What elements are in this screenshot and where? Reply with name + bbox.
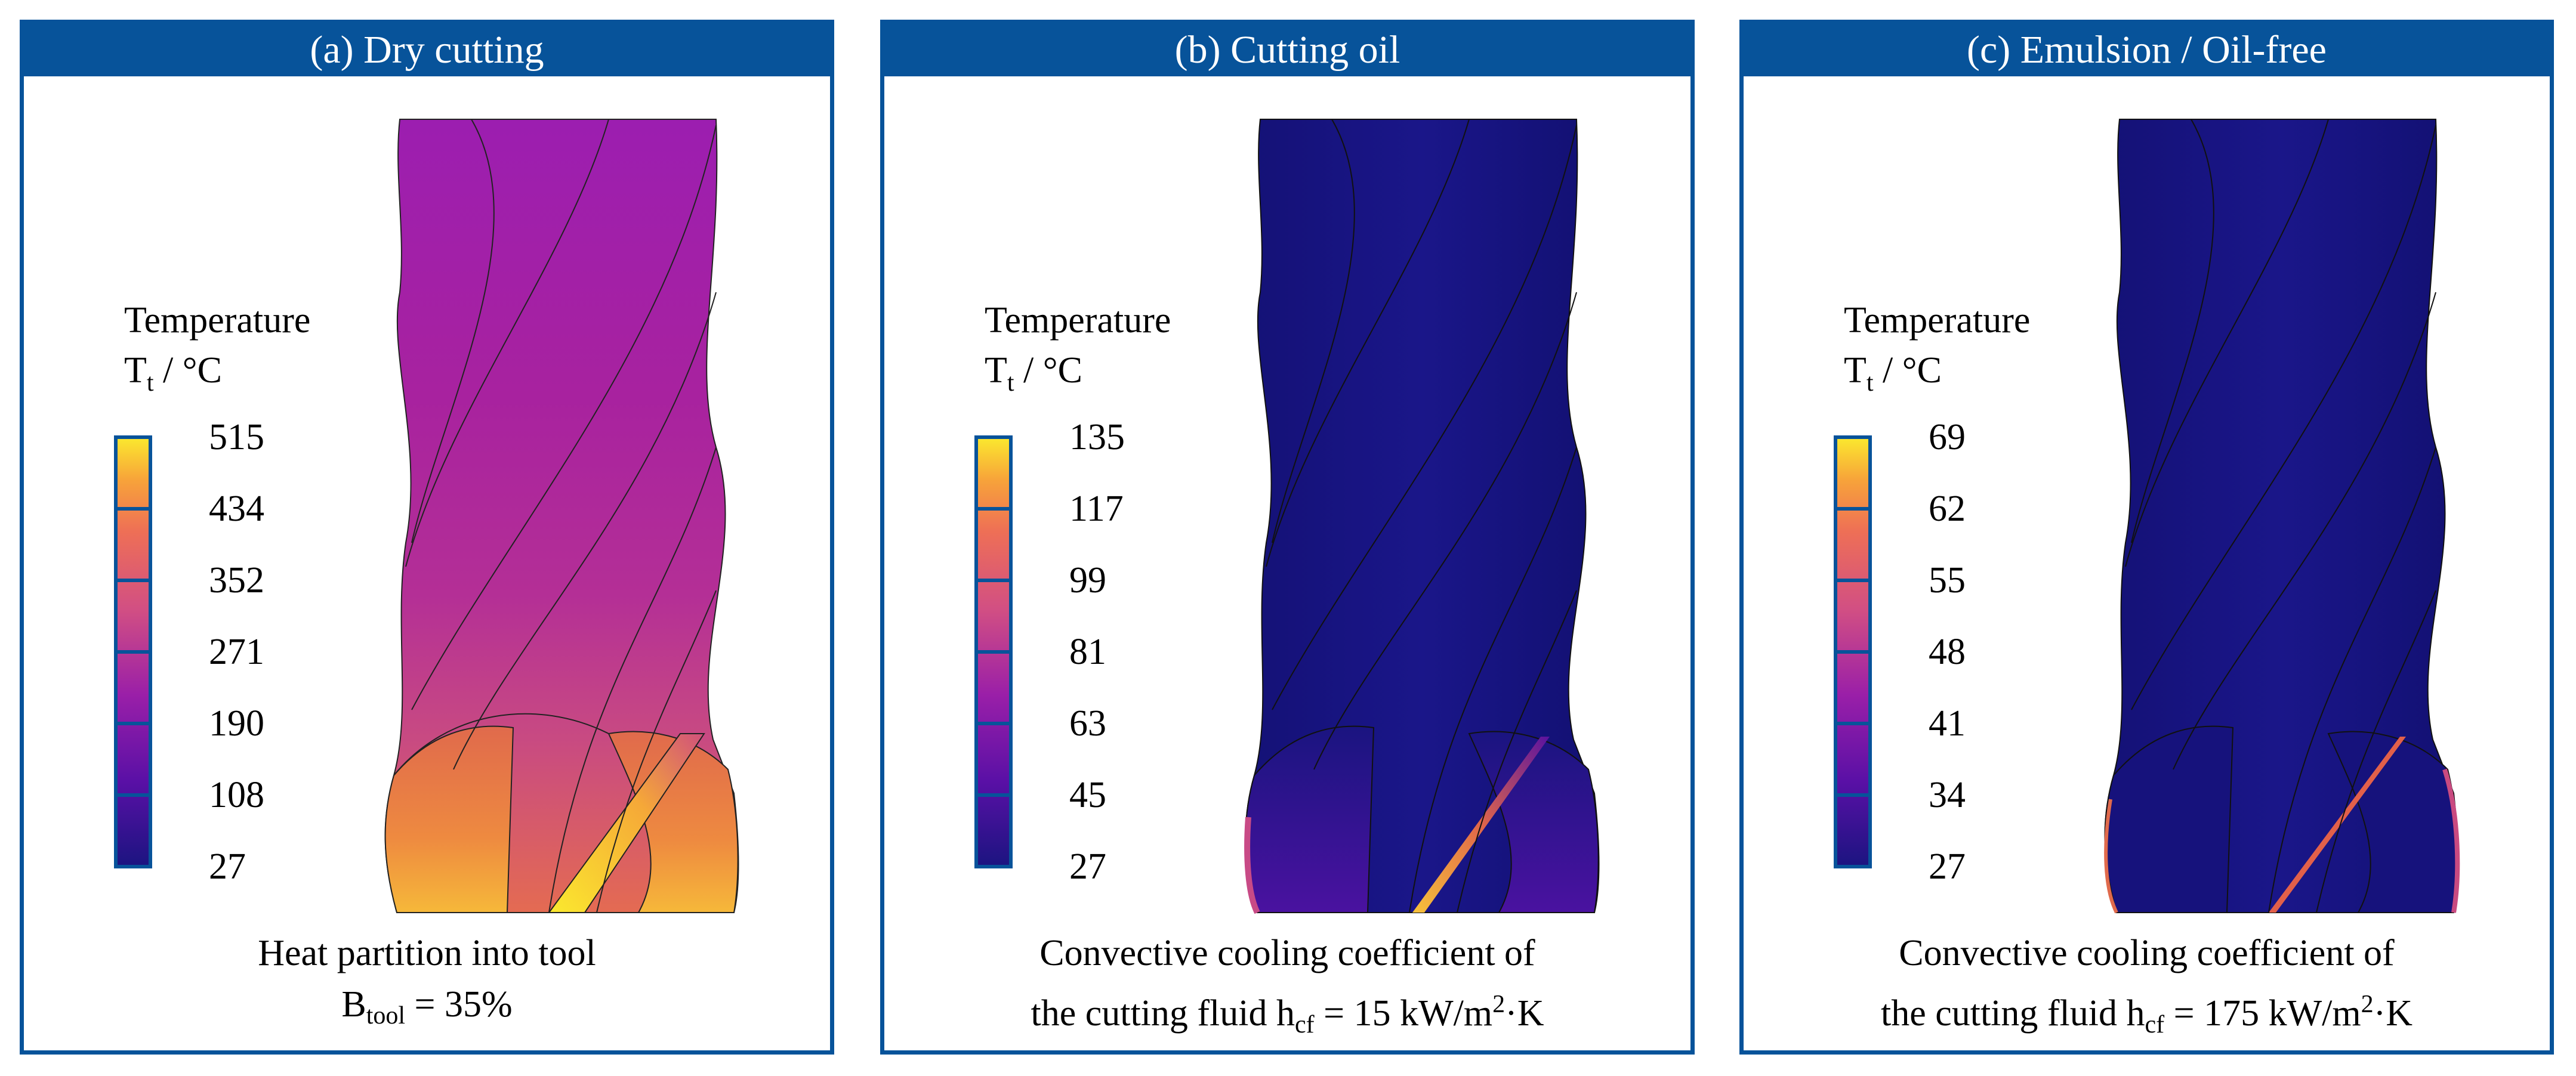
panel-caption: Convective cooling coefficient of the cu… (1744, 927, 2550, 1050)
legend-title: Temperature Tt / °C (985, 295, 1171, 408)
caption-line-1: Convective cooling coefficient of (1039, 933, 1535, 973)
caption-subscript: cf (1295, 1011, 1315, 1038)
caption-value: = 175 kW/m (2164, 993, 2361, 1034)
caption-line-1: Convective cooling coefficient of (1899, 933, 2395, 973)
legend-unit: / °C (1873, 350, 1942, 391)
caption-subscript: cf (2145, 1011, 2165, 1038)
scale-tick-label: 271 (209, 632, 264, 672)
scale-tick-label: 27 (1069, 846, 1106, 887)
color-scale-bar (974, 435, 1013, 868)
scale-tick-label: 434 (209, 488, 264, 529)
caption-prefix: the cutting fluid h (1880, 993, 2145, 1034)
legend-title: Temperature Tt / °C (124, 295, 310, 408)
legend-title-text: Temperature (985, 300, 1171, 341)
legend-symbol: T (985, 350, 1007, 391)
caption-superscript: 2 (1492, 991, 1506, 1018)
caption-subscript: tool (366, 1002, 406, 1029)
caption-prefix: the cutting fluid h (1031, 993, 1295, 1034)
scale-tick-label: 34 (1929, 775, 1966, 815)
legend-unit: / °C (153, 350, 222, 391)
scale-ticks (1835, 507, 1870, 797)
scale-tick-label: 69 (1929, 417, 1966, 457)
panel-dry-cutting: (a) Dry cutting Temperature Tt / °C 515 … (20, 20, 834, 1055)
scale-tick-label: 81 (1069, 632, 1106, 672)
legend-symbol-line: Tt / °C (985, 345, 1171, 408)
scale-tick-label: 27 (1929, 846, 1966, 887)
panel-caption: Convective cooling coefficient of the cu… (884, 927, 1690, 1050)
scale-tick-label: 108 (209, 775, 264, 815)
panel-caption: Heat partition into tool Btool = 35% (24, 927, 830, 1041)
panel-title: (a) Dry cutting (24, 24, 830, 76)
scale-tick-label: 63 (1069, 703, 1106, 744)
drill-temperature-map-dry (384, 119, 739, 913)
legend-symbol-subscript: t (146, 369, 154, 397)
panel-emulsion-oil-free: (c) Emulsion / Oil-free Temperature Tt /… (1739, 20, 2554, 1055)
legend-unit: / °C (1014, 350, 1082, 391)
legend-symbol-subscript: t (1866, 369, 1874, 397)
legend-symbol: T (1844, 350, 1867, 391)
scale-tick-label: 55 (1929, 560, 1966, 601)
scale-tick-label: 352 (209, 560, 264, 601)
legend-symbol-line: Tt / °C (124, 345, 310, 408)
scale-ticks (976, 507, 1011, 797)
scale-ticks (116, 507, 150, 797)
color-scale-bar (1834, 435, 1872, 868)
scale-tick-label: 41 (1929, 703, 1966, 744)
legend-symbol: T (124, 350, 147, 391)
scale-tick-label: 99 (1069, 560, 1106, 601)
caption-symbol: B (341, 984, 366, 1025)
legend-title: Temperature Tt / °C (1844, 295, 2030, 408)
caption-suffix: ·K (1505, 993, 1544, 1034)
legend-symbol-subscript: t (1007, 369, 1014, 397)
scale-tick-label: 515 (209, 417, 264, 457)
scale-tick-label: 135 (1069, 417, 1125, 457)
caption-line-2: Btool = 35% (24, 979, 830, 1041)
legend-symbol-line: Tt / °C (1844, 345, 2030, 408)
panel-title: (b) Cutting oil (884, 24, 1690, 76)
panel-cutting-oil: (b) Cutting oil Temperature Tt / °C 135 … (880, 20, 1695, 1055)
color-scale-bar (114, 435, 152, 868)
caption-line-2: the cutting fluid hcf = 175 kW/m2·K (1744, 979, 2550, 1050)
caption-line-2: the cutting fluid hcf = 15 kW/m2·K (884, 979, 1690, 1050)
scale-tick-label: 45 (1069, 775, 1106, 815)
scale-tick-label: 62 (1929, 488, 1966, 529)
scale-tick-label: 27 (209, 846, 246, 887)
legend-title-text: Temperature (124, 300, 311, 341)
scale-tick-label: 117 (1069, 488, 1124, 529)
scale-tick-label: 48 (1929, 632, 1966, 672)
scale-tick-label: 190 (209, 703, 264, 744)
caption-value: = 15 kW/m (1314, 993, 1493, 1034)
caption-suffix: ·K (2373, 993, 2413, 1034)
caption-line-1: Heat partition into tool (258, 933, 596, 973)
drill-temperature-map-oil (1244, 119, 1600, 914)
caption-superscript: 2 (2361, 991, 2374, 1018)
caption-value: = 35% (405, 984, 513, 1025)
legend-title-text: Temperature (1844, 300, 2031, 341)
drill-temperature-map-emulsion (2104, 119, 2460, 914)
panel-title: (c) Emulsion / Oil-free (1744, 24, 2550, 76)
